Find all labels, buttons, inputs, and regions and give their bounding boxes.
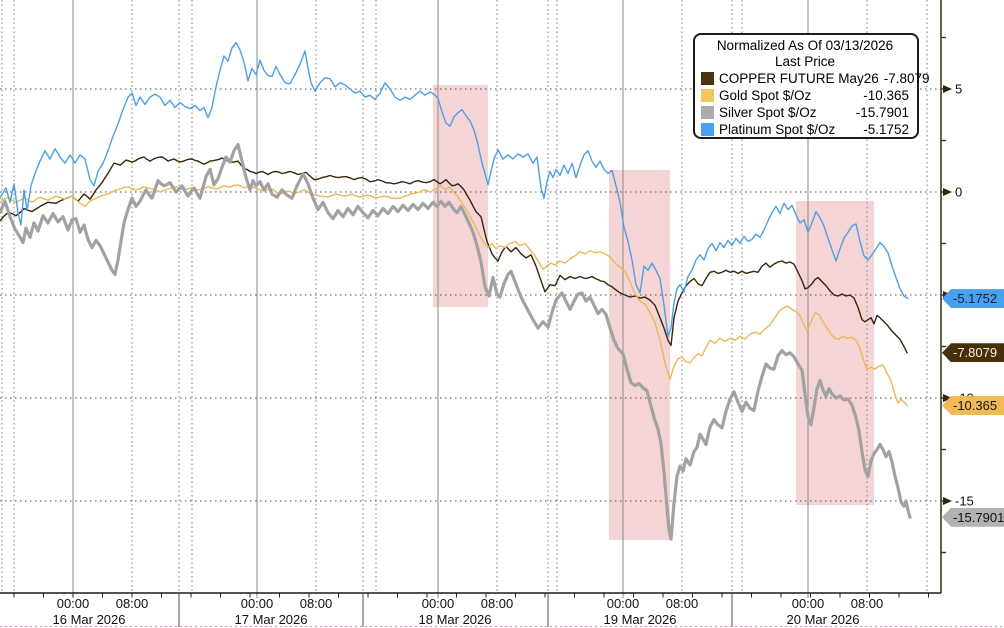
legend-title: Normalized As Of 03/13/2026 <box>716 38 894 53</box>
x-date-label: 16 Mar 2026 <box>53 612 126 627</box>
badge-value: -10.365 <box>953 398 998 413</box>
last-price-badge-gold: -10.365 <box>942 396 1004 415</box>
series-line-copper <box>0 156 908 354</box>
x-time-label: 08:00 <box>666 596 699 611</box>
legend-item-platinum[interactable]: Platinum Spot $/Oz -5.1752 <box>701 121 909 138</box>
y-tick-label: 0 <box>955 185 962 200</box>
series-line-gold <box>0 184 908 407</box>
y-tick-label: -15 <box>955 494 974 509</box>
silver-swatch-icon <box>701 106 714 119</box>
legend-series-name: Platinum Spot $/Oz <box>719 121 836 137</box>
legend-series-value: -5.1752 <box>863 121 909 137</box>
x-time-label: 08:00 <box>300 596 333 611</box>
y-tick-arrow-icon <box>943 85 952 93</box>
series-line-platinum <box>0 41 909 337</box>
legend-series-name: Gold Spot $/Oz <box>719 87 812 103</box>
platinum-swatch-icon <box>701 123 714 136</box>
x-date-label: 20 Mar 2026 <box>787 612 860 627</box>
y-tick-arrow-icon <box>943 188 952 196</box>
x-time-label: 00:00 <box>792 596 825 611</box>
highlight-band <box>609 170 670 540</box>
last-price-badge-platinum: -5.1752 <box>942 289 1004 309</box>
legend-item-gold[interactable]: Gold Spot $/Oz -10.365 <box>701 87 909 104</box>
y-tick-arrow-icon <box>943 497 952 505</box>
last-price-badge-copper: -7.8079 <box>942 343 1004 363</box>
highlight-band <box>433 85 488 307</box>
x-time-label: 00:00 <box>57 596 90 611</box>
last-price-badge-silver: -15.7901 <box>942 507 1004 527</box>
legend-item-silver[interactable]: Silver Spot $/Oz -15.7901 <box>701 104 909 121</box>
x-time-label: 08:00 <box>851 596 884 611</box>
x-time-label: 00:00 <box>607 596 640 611</box>
legend-series-value: -10.365 <box>863 87 909 103</box>
legend-series-name: COPPER FUTURE May26 <box>719 70 879 86</box>
x-time-label: 08:00 <box>116 596 149 611</box>
badge-value: -15.7901 <box>953 509 1004 525</box>
x-time-label: 00:00 <box>241 596 274 611</box>
gold-swatch-icon <box>701 89 714 102</box>
x-time-label: 00:00 <box>422 596 455 611</box>
x-date-label: 18 Mar 2026 <box>419 612 492 627</box>
legend-series-value: -15.7901 <box>855 104 909 120</box>
series-line-silver <box>0 143 912 541</box>
legend-series-name: Silver Spot $/Oz <box>719 104 817 120</box>
copper-swatch-icon <box>701 72 714 85</box>
legend-item-copper[interactable]: COPPER FUTURE May26 -7.8079 <box>701 70 930 87</box>
badge-value: -7.8079 <box>953 345 998 361</box>
chart-legend: Normalized As Of 03/13/2026 Last Price C… <box>693 33 930 139</box>
legend-series-value: -7.8079 <box>883 70 930 86</box>
y-tick-label: 5 <box>955 82 962 97</box>
badge-value: -5.1752 <box>953 291 998 307</box>
x-time-label: 08:00 <box>481 596 514 611</box>
legend-subtitle: Last Price <box>774 54 836 69</box>
x-date-label: 17 Mar 2026 <box>235 612 308 627</box>
x-date-label: 19 Mar 2026 <box>604 612 677 627</box>
y-tick-arrow-icon <box>943 394 952 402</box>
